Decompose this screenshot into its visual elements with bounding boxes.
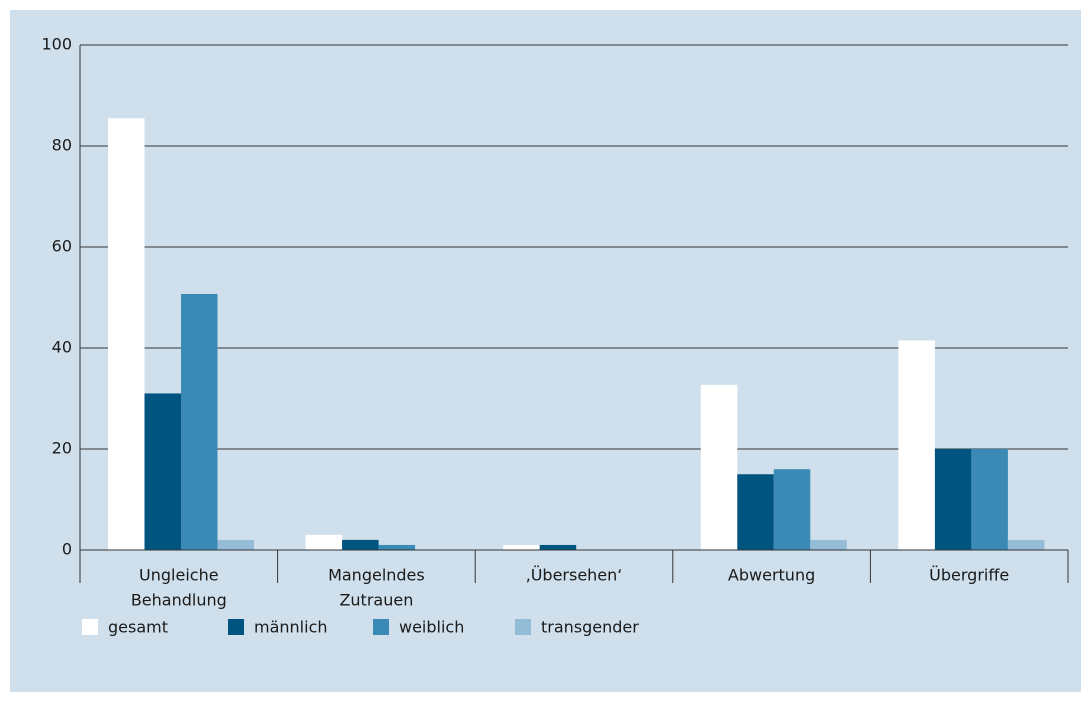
bar [378, 544, 416, 550]
bar [700, 384, 738, 550]
bar [1007, 539, 1045, 550]
y-tick-label: 0 [62, 540, 72, 559]
legend-swatch [515, 619, 531, 635]
bar [342, 539, 379, 550]
y-tick-label: 60 [52, 237, 72, 256]
legend-label: transgender [541, 618, 639, 637]
x-tick-label: Abwertung [728, 566, 815, 585]
bar [305, 534, 343, 550]
x-tick-label: Ungleiche [139, 566, 219, 585]
bar [737, 474, 774, 550]
y-tick-label: 80 [52, 136, 72, 155]
bar [773, 469, 811, 550]
legend-swatch [228, 619, 244, 635]
legend-label: männlich [254, 618, 328, 637]
bar [181, 293, 218, 550]
x-tick-label: Behandlung [131, 591, 227, 610]
bar [539, 544, 577, 550]
bar [108, 118, 145, 550]
x-tick-label: Übergriffe [929, 566, 1009, 585]
legend-swatch [82, 619, 98, 635]
bar [810, 539, 847, 550]
bar [934, 449, 972, 550]
bar [898, 340, 935, 550]
bar [971, 449, 1008, 550]
legend-swatch [373, 619, 389, 635]
y-tick-label: 40 [52, 338, 72, 357]
x-tick-label: Zutrauen [339, 591, 413, 610]
bar [217, 539, 254, 550]
bar [144, 393, 181, 550]
y-tick-label: 20 [52, 439, 72, 458]
x-tick-label: ‚Übersehen‘ [526, 566, 623, 585]
y-tick-label: 100 [41, 35, 72, 54]
bar [503, 544, 540, 550]
x-tick-label: Mangelndes [328, 566, 425, 585]
legend-label: weiblich [399, 618, 464, 637]
legend-label: gesamt [108, 618, 168, 637]
